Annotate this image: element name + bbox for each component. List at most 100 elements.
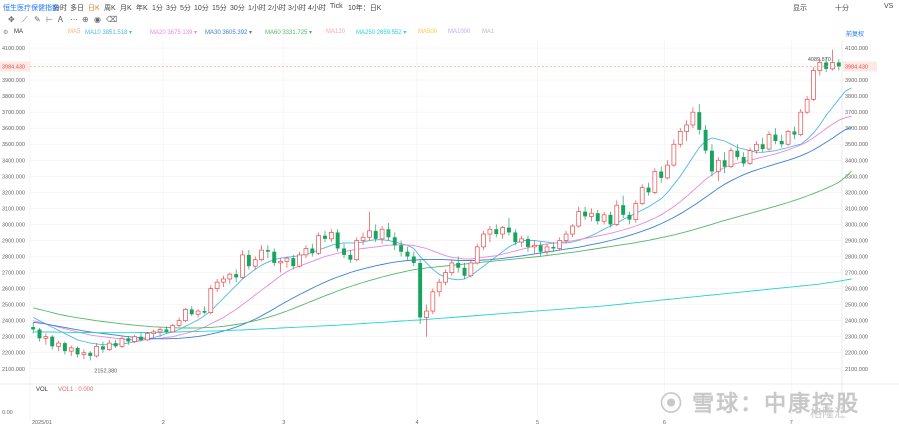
candle-body-up	[481, 233, 486, 248]
ma1000-legend[interactable]: MA1000	[448, 29, 471, 35]
candle-body-down	[462, 267, 467, 276]
candle-body-down	[265, 250, 270, 252]
measure-icon[interactable]: ⊢	[46, 15, 53, 24]
candle-body-down	[735, 150, 740, 158]
volume-legend: VOL VOL1 : 0.000	[0, 386, 200, 396]
low-annotation: 2152.380	[94, 368, 117, 374]
period-tab[interactable]: 分时	[53, 5, 67, 12]
ma500-legend[interactable]: MA500	[418, 29, 438, 35]
y-tick-label: 3700.000	[2, 110, 25, 116]
period-tab[interactable]: 3分	[166, 5, 177, 12]
period-tab[interactable]: 10分	[194, 5, 209, 12]
candle-body-down	[373, 230, 378, 239]
watermark-logo: ⦿ 雪球：中康控股	[660, 391, 861, 416]
adjust-mode-button[interactable]: 前复权	[846, 32, 865, 38]
ma1-legend[interactable]: MA1	[482, 29, 495, 35]
candle-body-up	[754, 143, 759, 152]
period-tab[interactable]: 月K	[120, 5, 132, 12]
y-tick-label-right: 3700.000	[845, 110, 868, 116]
delete-icon[interactable]: ⌫	[106, 15, 118, 24]
candle-body-down	[50, 336, 55, 347]
x-tick-label: 2025/01	[32, 420, 52, 426]
candle-body-up	[614, 204, 620, 225]
candle-body-down	[824, 62, 829, 69]
period-tab[interactable]: 周K	[104, 5, 116, 12]
ma20-legend[interactable]: MA20 3675.139 ▾	[150, 30, 198, 36]
candle-body-up	[151, 331, 157, 334]
candle-body-down	[202, 311, 207, 313]
candle-body-down	[494, 229, 499, 235]
y-tick-label: 3400.000	[2, 158, 25, 164]
candle-body-down	[703, 129, 708, 151]
y-tick-label-right: 2400.000	[845, 319, 868, 325]
candle-body-up	[252, 259, 258, 267]
candle-body-up	[665, 164, 670, 179]
candle-body-down	[418, 262, 423, 318]
period-dropdown[interactable]: 10年：日K	[348, 5, 382, 12]
period-tab[interactable]: 15分	[212, 5, 227, 12]
period-tab[interactable]: 4小时	[308, 5, 326, 12]
ma10-legend[interactable]: MA10 3851.518 ▾	[85, 30, 133, 36]
text-icon[interactable]: Ꭺ	[58, 15, 64, 24]
y-tick-label: 2900.000	[2, 238, 25, 244]
ma30-legend[interactable]: MA30 3605.392 ▾	[205, 30, 253, 36]
candle-body-down	[62, 343, 67, 352]
candle-body-down	[100, 346, 105, 350]
pen-icon[interactable]: ✎	[34, 15, 41, 24]
y-tick-label-right: 3800.000	[845, 94, 868, 100]
y-tick-label: 3300.000	[2, 174, 25, 180]
x-tick-label: 7	[790, 420, 793, 426]
candle-body-up	[132, 336, 137, 342]
period-tab[interactable]: 1小时	[248, 5, 266, 12]
settings-icon[interactable]: ⚙	[3, 30, 9, 36]
period-tab[interactable]: 多日	[70, 5, 84, 12]
more-icon[interactable]: ⋯	[70, 15, 78, 24]
period-tab[interactable]: 30分	[230, 5, 245, 12]
crosshair-icon[interactable]: ✥	[8, 15, 15, 24]
indicator-menu[interactable]: 十分	[835, 5, 849, 12]
y-tick-label: 3800.000	[2, 94, 25, 100]
ma250-legend[interactable]: MA250 2659.552 ▾	[356, 30, 407, 36]
candle-body-up	[208, 288, 214, 313]
ma120-legend[interactable]: MA120	[326, 29, 346, 35]
period-tab-active[interactable]: 日K	[88, 5, 100, 12]
period-tab[interactable]: 5分	[180, 5, 191, 12]
candle-body-up	[424, 310, 429, 318]
candle-body-down	[37, 329, 42, 339]
y-tick-label-right: 4100.000	[845, 46, 868, 52]
candle-body-down	[595, 213, 600, 222]
candle-body-up	[43, 336, 49, 339]
line-icon[interactable]: ⟋	[22, 15, 28, 24]
candle-body-up	[474, 246, 480, 264]
eye-icon[interactable]: ◉	[94, 15, 101, 24]
ma5-legend[interactable]: MA5	[68, 29, 81, 35]
candle-body-down	[760, 144, 765, 150]
candle-body-up	[360, 236, 366, 241]
index-title[interactable]: 恒生医疗保健指数	[3, 5, 59, 12]
y-tick-label-right: 3600.000	[845, 126, 868, 132]
candle-body-up	[68, 347, 74, 352]
ma-line-ma250	[33, 278, 852, 334]
ma60-legend[interactable]: MA60 3331.725 ▾	[265, 30, 313, 36]
candle-body-down	[722, 160, 727, 167]
period-tab[interactable]: 2小时	[268, 5, 286, 12]
period-tab[interactable]: 3小时	[288, 5, 306, 12]
compare-button[interactable]: VS	[884, 3, 894, 10]
candle-body-up	[297, 254, 302, 267]
y-tick-label-right: 2500.000	[845, 303, 868, 309]
add-indicator-icon[interactable]: ⊕	[82, 15, 89, 24]
candle-body-down	[709, 150, 714, 172]
candle-body-up	[379, 228, 385, 240]
period-tab[interactable]: Tick	[330, 3, 343, 10]
candle-body-up	[785, 131, 791, 145]
period-tab[interactable]: 1分	[152, 5, 163, 12]
candle-body-down	[792, 131, 797, 135]
y-tick-label: 2600.000	[2, 287, 25, 293]
period-tab[interactable]: 年K	[136, 5, 148, 12]
x-tick-label: 4	[415, 420, 418, 426]
candle-body-up	[639, 187, 645, 204]
candle-body-down	[538, 245, 543, 252]
display-menu[interactable]: 显示	[793, 5, 807, 12]
candle-body-up	[601, 214, 607, 222]
